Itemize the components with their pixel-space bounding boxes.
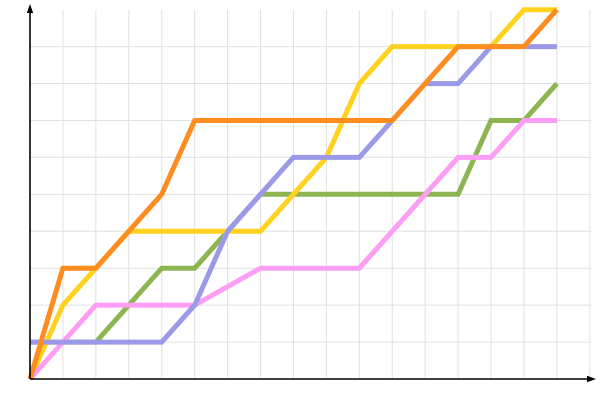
periwinkle-series [30, 44, 557, 345]
y-axis-arrowhead-icon [26, 4, 34, 13]
pink-series [28, 118, 557, 381]
x-axis-arrowhead-icon [587, 375, 596, 383]
orange-series [27, 8, 559, 380]
